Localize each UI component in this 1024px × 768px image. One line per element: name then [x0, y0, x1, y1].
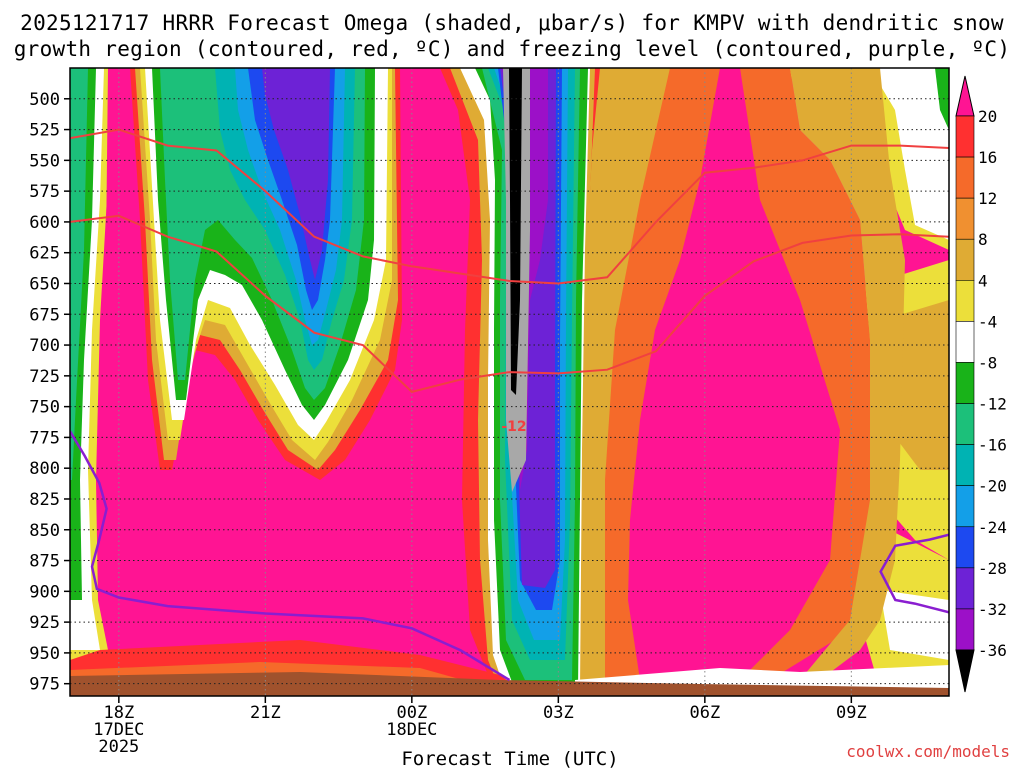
omega-band-4-8-right [700, 68, 949, 250]
colorbar-band-7 [955, 403, 975, 445]
colorbar-label-7: -12 [978, 395, 1007, 414]
colorbar-band-8 [955, 444, 975, 486]
terrain-fill [70, 672, 949, 696]
colorbar-band-0 [955, 115, 975, 158]
ytick-label-850: 850 [29, 521, 60, 541]
dgz-lower-contour [70, 214, 949, 394]
xtick-sub1-2: 18DEC [386, 720, 437, 740]
ytick-label-550: 550 [29, 151, 60, 171]
colorbar-label-2: 12 [978, 189, 997, 208]
ytick-label-525: 525 [29, 121, 60, 141]
y-axis-ticks: 500 525 550 575 600 625 650 675 700 725 750 775 800 8… [29, 90, 70, 695]
colorbar-bottom-arrow [955, 649, 975, 693]
omega-shading [70, 68, 949, 696]
xtick-label-2: 00Z [396, 703, 427, 723]
omega-band-neg2-leftedge [70, 68, 88, 480]
xtick-label-5: 09Z [836, 703, 867, 723]
colorbar-band-1 [955, 156, 975, 199]
colorbar-band-9 [955, 485, 975, 528]
colorbar-label-12: -32 [978, 600, 1007, 619]
colorbar-band-10 [955, 526, 975, 569]
omega-band-8-12-mid [575, 68, 670, 690]
xtick-sub2-0: 2025 [98, 737, 139, 757]
colorbar-band-12 [955, 608, 975, 651]
colorbar-label-1: 16 [978, 148, 997, 167]
contour-label-neg12: -12 [501, 419, 526, 435]
freezing-level-contour-right [879, 533, 949, 614]
colorbar-label-6: -8 [978, 353, 997, 372]
x-axis-label: Forecast Time (UTC) [401, 748, 618, 768]
chart-title-line1: 2025121717 HRRR Forecast Omega (shaded, … [20, 11, 1004, 35]
ytick-label-925: 925 [29, 613, 60, 633]
colorbar-band-11 [955, 567, 975, 610]
colorbar-band-4 [955, 280, 975, 322]
colorbar-band-6 [955, 362, 975, 404]
ytick-label-675: 675 [29, 305, 60, 325]
colorbar-band-2 [955, 197, 975, 240]
omega-near-zero-right-low [880, 590, 949, 660]
colorbar-band-5 [955, 321, 975, 363]
omega-band-neg-right [935, 68, 949, 130]
ytick-label-750: 750 [29, 398, 60, 418]
ytick-label-700: 700 [29, 336, 60, 356]
ytick-label-875: 875 [29, 552, 60, 572]
colorbar-label-4: 4 [978, 271, 988, 290]
ytick-label-575: 575 [29, 182, 60, 202]
credit-text: coolwx.com/models [846, 742, 1010, 761]
colorbar: 20 16 12 8 4 -4 -8 -12 -16 -20 -24 -28 -32 -36 [955, 75, 1007, 693]
colorbar-label-11: -28 [978, 559, 1007, 578]
ytick-label-725: 725 [29, 367, 60, 387]
chart-title-line2: growth region (contoured, red, ºC) and f… [14, 37, 1011, 61]
xtick-label-3: 03Z [543, 703, 574, 723]
colorbar-label-9: -20 [978, 477, 1007, 496]
ytick-label-625: 625 [29, 244, 60, 264]
xtick-label-1: 21Z [250, 703, 281, 723]
colorbar-label-0: 20 [978, 107, 997, 126]
colorbar-label-10: -24 [978, 518, 1007, 537]
ytick-label-650: 650 [29, 274, 60, 294]
freezing-level-contour [70, 430, 511, 682]
colorbar-label-8: -16 [978, 436, 1007, 455]
omega-band-12-16-right [740, 68, 880, 680]
omega-band-below-neg36-centre [509, 68, 522, 395]
ytick-label-500: 500 [29, 90, 60, 110]
xtick-sub1-0: 17DEC [93, 720, 144, 740]
ytick-label-950: 950 [29, 644, 60, 664]
omega-near-zero-right [870, 68, 949, 240]
ytick-label-825: 825 [29, 490, 60, 510]
ytick-label-900: 900 [29, 582, 60, 602]
colorbar-band-3 [955, 238, 975, 281]
xtick-label-0: 18Z [103, 703, 134, 723]
ytick-label-775: 775 [29, 428, 60, 448]
colorbar-label-3: 8 [978, 230, 988, 249]
omega-band-neg24-neg28-left [262, 68, 330, 280]
colorbar-top-arrow [955, 75, 975, 117]
plot-frame [69, 67, 950, 697]
ytick-label-975: 975 [29, 675, 60, 695]
dgz-upper-contour [70, 128, 949, 285]
xtick-label-4: 06Z [689, 703, 720, 723]
ytick-label-800: 800 [29, 459, 60, 479]
ytick-label-600: 600 [29, 213, 60, 233]
colorbar-label-13: -36 [978, 641, 1007, 660]
colorbar-label-5: -4 [978, 312, 997, 331]
omega-band-8-12-right [790, 68, 905, 680]
